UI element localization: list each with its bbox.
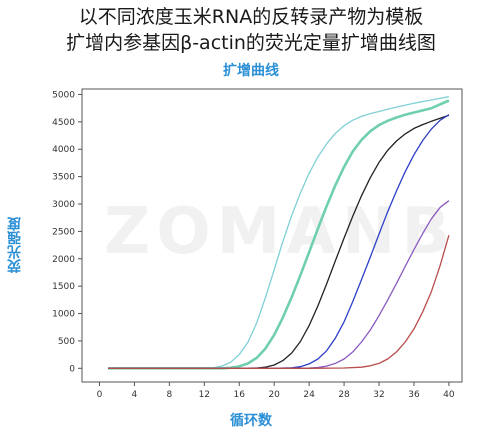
- y-tick-label: 0: [69, 364, 75, 374]
- y-tick-label: 4000: [52, 145, 75, 155]
- x-tick-label: 28: [338, 390, 350, 400]
- x-tick-label: 36: [408, 390, 420, 400]
- y-tick-label: 5000: [52, 90, 75, 100]
- x-tick-label: 12: [199, 390, 210, 400]
- series-line-3: [108, 114, 450, 369]
- y-tick-label: 500: [58, 337, 75, 347]
- x-tick-label: 0: [97, 390, 103, 400]
- x-tick-label: 24: [303, 390, 315, 400]
- y-tick-label: 3500: [52, 173, 75, 183]
- y-tick-label: 2500: [52, 227, 75, 237]
- x-tick-label: 32: [373, 390, 384, 400]
- x-axis-label: 循环数: [230, 413, 272, 429]
- x-tick-label: 40: [443, 390, 455, 400]
- figure-title: 以不同浓度玉米RNA的反转录产物为模板 扩增内参基因β-actin的荧光定量扩增…: [0, 4, 502, 56]
- figure-title-line-1: 以不同浓度玉米RNA的反转录产物为模板: [78, 6, 424, 28]
- x-tick-label: 4: [132, 390, 138, 400]
- series-line-6: [108, 235, 450, 369]
- y-tick-label: 1500: [52, 282, 75, 292]
- x-tick-label: 8: [166, 390, 172, 400]
- y-tick-label: 2000: [52, 255, 75, 265]
- series-line-4: [108, 114, 450, 369]
- y-tick-label: 3000: [52, 200, 75, 210]
- watermark: ZOMANB: [103, 195, 457, 269]
- y-tick-label: 1000: [52, 310, 75, 320]
- plot-area-frame: [81, 88, 463, 383]
- x-tick-label: 16: [234, 390, 246, 400]
- chart-title: 扩增曲线: [223, 63, 279, 79]
- x-tick-label: 20: [268, 390, 280, 400]
- y-tick-label: 4500: [52, 118, 75, 128]
- series-line-1: [108, 96, 450, 369]
- figure-title-line-2: 扩增内参基因β-actin的荧光定量扩增曲线图: [66, 32, 436, 54]
- series-line-5: [108, 200, 450, 369]
